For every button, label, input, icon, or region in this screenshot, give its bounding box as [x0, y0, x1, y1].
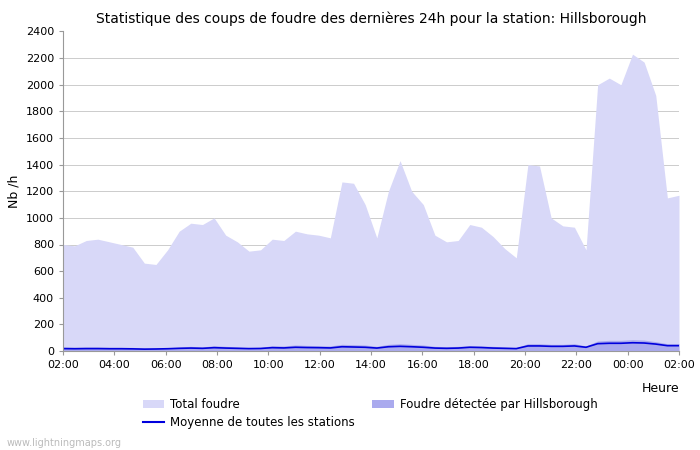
Text: www.lightningmaps.org: www.lightningmaps.org [7, 438, 122, 448]
Y-axis label: Nb /h: Nb /h [7, 175, 20, 208]
Legend: Total foudre, Moyenne de toutes les stations, Foudre détectée par Hillsborough: Total foudre, Moyenne de toutes les stat… [143, 398, 597, 429]
Title: Statistique des coups de foudre des dernières 24h pour la station: Hillsborough: Statistique des coups de foudre des dern… [96, 12, 646, 26]
Text: Heure: Heure [641, 382, 679, 395]
